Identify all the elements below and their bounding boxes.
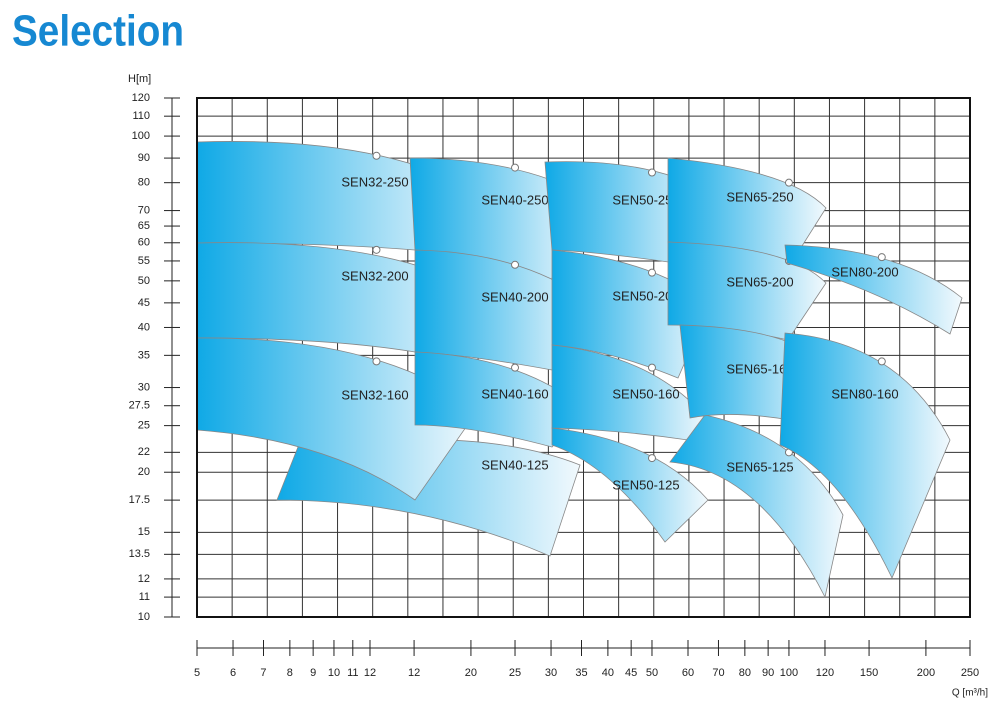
region-label: SEN80-160: [831, 386, 898, 401]
design-point: [647, 454, 656, 463]
design-point: [511, 163, 520, 172]
design-point: [784, 178, 793, 187]
region-label: SEN40-200: [481, 289, 548, 304]
x-tick-label: 250: [961, 667, 979, 679]
region: [784, 244, 963, 335]
x-tick-label: 45: [625, 667, 637, 679]
x-tick-label: 5: [194, 667, 200, 679]
x-tick-label: 150: [860, 667, 878, 679]
y-tick-label: 15: [138, 526, 150, 538]
x-tick-label: 100: [780, 667, 798, 679]
region-label: SEN32-250: [341, 174, 408, 189]
y-tick-label: 40: [138, 321, 150, 333]
region-label: SEN65-125: [726, 459, 793, 474]
x-tick-label: 12: [364, 667, 376, 679]
region-label: SEN40-160: [481, 386, 548, 401]
y-tick-label: 90: [138, 152, 150, 164]
y-tick-label: 17.5: [129, 494, 150, 506]
region-label: SEN32-160: [341, 387, 408, 402]
x-tick-label: 9: [310, 667, 316, 679]
region: [669, 414, 844, 599]
x-tick-label: 8: [287, 667, 293, 679]
y-tick-label: 110: [132, 110, 150, 122]
chart-title: Selection: [12, 7, 184, 56]
x-tick-label: 80: [739, 667, 751, 679]
region: [551, 427, 709, 543]
x-tick-label: 6: [230, 667, 236, 679]
design-point: [372, 245, 381, 254]
y-tick-label: 80: [138, 177, 150, 189]
design-point: [877, 253, 886, 262]
y-tick-label: 30: [138, 381, 150, 393]
region-label: SEN50-160: [612, 386, 679, 401]
x-axis-label: Q [m³/h]: [952, 688, 988, 699]
design-point: [511, 260, 520, 269]
x-tick-label: 20: [465, 667, 477, 679]
region-label: SEN40-125: [481, 457, 548, 472]
y-tick-label: 60: [138, 237, 150, 249]
x-tick-label: 60: [682, 667, 694, 679]
y-tick-label: 27.5: [129, 400, 150, 412]
y-tick-label: 11: [139, 591, 150, 603]
plot-frame: [196, 97, 971, 618]
y-tick-label: 22: [138, 446, 150, 458]
x-tick-label: 200: [917, 667, 935, 679]
y-tick-label: 50: [138, 275, 150, 287]
region-label: SEN32-200: [341, 268, 408, 283]
y-tick-label: 25: [138, 420, 150, 432]
region-label: SEN50-200: [612, 288, 679, 303]
region-label: SEN50-125: [612, 477, 679, 492]
y-tick-label: 120: [132, 92, 150, 104]
region-label: SEN40-250: [481, 192, 548, 207]
x-tick-label: 90: [762, 667, 774, 679]
design-point: [647, 363, 656, 372]
x-tick-label: 11: [347, 667, 358, 679]
x-tick-label: 10: [328, 667, 340, 679]
x-tick-label: 70: [712, 667, 724, 679]
region-label: SEN50-250: [612, 192, 679, 207]
design-point: [877, 357, 886, 366]
y-tick-label: 65: [138, 220, 150, 232]
region: [779, 332, 951, 579]
y-tick-label: 55: [138, 255, 150, 267]
x-tick-label: 7: [260, 667, 266, 679]
y-tick-label: 10: [138, 611, 150, 623]
x-tick-label: 30: [545, 667, 557, 679]
region-label: SEN65-160: [726, 361, 793, 376]
y-axis-label: H[m]: [128, 73, 151, 85]
design-point: [647, 168, 656, 177]
region-label: SEN80-200: [831, 264, 898, 279]
design-point: [372, 357, 381, 366]
x-tick-label: 40: [602, 667, 614, 679]
x-tick-label: 25: [509, 667, 521, 679]
design-point: [372, 151, 381, 160]
y-tick-label: 35: [138, 349, 150, 361]
x-tick-label: 35: [575, 667, 587, 679]
region-label: SEN65-250: [726, 189, 793, 204]
y-tick-label: 12: [138, 573, 150, 585]
y-tick-label: 45: [138, 297, 150, 309]
design-point: [647, 268, 656, 277]
y-tick-label: 13.5: [129, 548, 150, 560]
x-tick-label: 50: [646, 667, 658, 679]
y-tick-label: 20: [138, 466, 150, 478]
y-tick-label: 70: [138, 204, 150, 216]
region-label: SEN65-200: [726, 274, 793, 289]
x-tick-label: 120: [816, 667, 834, 679]
design-point: [511, 363, 520, 372]
y-tick-label: 100: [132, 130, 150, 142]
x-tick-label: 12: [408, 667, 420, 679]
